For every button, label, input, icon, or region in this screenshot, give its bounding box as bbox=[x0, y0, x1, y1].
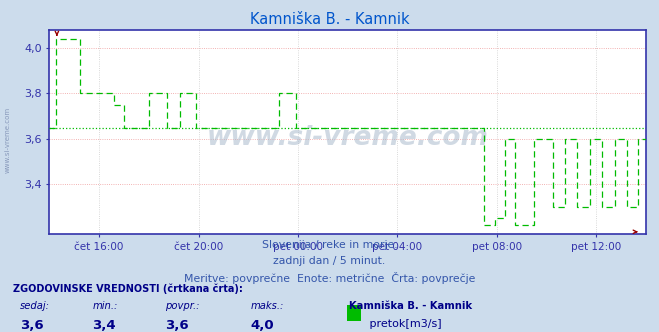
Text: 3,6: 3,6 bbox=[165, 319, 188, 332]
Text: www.si-vreme.com: www.si-vreme.com bbox=[207, 125, 488, 151]
Text: 3,4: 3,4 bbox=[92, 319, 116, 332]
Text: sedaj:: sedaj: bbox=[20, 301, 50, 311]
Text: Meritve: povprečne  Enote: metrične  Črta: povprečje: Meritve: povprečne Enote: metrične Črta:… bbox=[184, 272, 475, 284]
Text: povpr.:: povpr.: bbox=[165, 301, 199, 311]
Text: pretok[m3/s]: pretok[m3/s] bbox=[366, 319, 442, 329]
Text: www.si-vreme.com: www.si-vreme.com bbox=[5, 106, 11, 173]
Text: Kamniška B. - Kamnik: Kamniška B. - Kamnik bbox=[250, 12, 409, 27]
Text: Kamniška B. - Kamnik: Kamniška B. - Kamnik bbox=[349, 301, 473, 311]
Text: zadnji dan / 5 minut.: zadnji dan / 5 minut. bbox=[273, 256, 386, 266]
Text: maks.:: maks.: bbox=[250, 301, 284, 311]
Text: Slovenija / reke in morje.: Slovenija / reke in morje. bbox=[262, 240, 397, 250]
Text: 3,6: 3,6 bbox=[20, 319, 43, 332]
Text: min.:: min.: bbox=[92, 301, 118, 311]
Text: 4,0: 4,0 bbox=[250, 319, 274, 332]
Text: ZGODOVINSKE VREDNOSTI (črtkana črta):: ZGODOVINSKE VREDNOSTI (črtkana črta): bbox=[13, 284, 243, 294]
